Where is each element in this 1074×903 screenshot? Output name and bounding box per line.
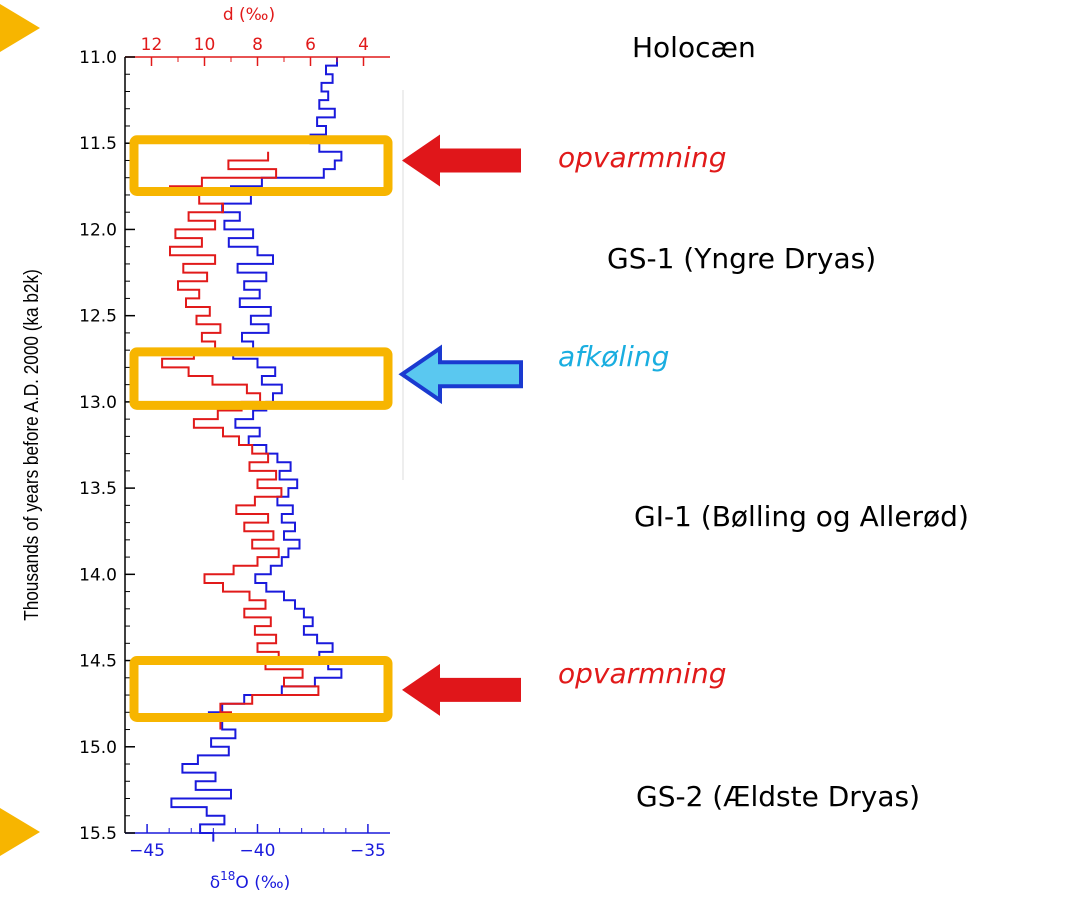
- bottom-axis-label-sup: 18: [220, 869, 235, 883]
- highlight-box: [129, 656, 393, 722]
- y-tick-label: 13.5: [79, 479, 117, 499]
- highlight-box: [129, 135, 393, 197]
- event-cooling: afkøling: [558, 340, 669, 373]
- d18o-line: [170, 57, 343, 842]
- y-axis-label: Thousands of years before A.D. 2000 (ka …: [20, 269, 43, 621]
- plot-area: [161, 57, 343, 842]
- period-gi1: GI-1 (Bølling og Allerød): [634, 500, 969, 533]
- y-tick-label: 12.5: [79, 307, 117, 327]
- warming-arrow-icon: [402, 134, 521, 187]
- y-tick-label: 15.0: [79, 738, 117, 758]
- highlight-boxes: [129, 135, 393, 722]
- y-tick-label: 12.0: [79, 220, 117, 240]
- top-tick-label: 10: [194, 35, 216, 55]
- bottom-axis-label: δ18O (‰): [210, 869, 291, 893]
- period-gs2: GS-2 (Ældste Dryas): [636, 780, 920, 813]
- top-tick-label: 12: [141, 35, 163, 55]
- top-pointer-icon: [0, 4, 40, 52]
- arrows: [398, 134, 523, 716]
- top-tick-label: 8: [252, 35, 263, 55]
- bottom-axis-label-rest: O (‰): [235, 873, 290, 893]
- deuterium-excess-line: [161, 151, 320, 730]
- y-tick-label: 11.0: [79, 48, 117, 68]
- top-axis-label: d (‰): [223, 5, 275, 25]
- d18o-series: [170, 57, 343, 842]
- cooling-arrow-icon: [398, 344, 523, 405]
- period-gs1: GS-1 (Yngre Dryas): [607, 242, 876, 275]
- period-holocene: Holocæn: [632, 31, 756, 64]
- bottom-tick-label: −45: [129, 841, 165, 861]
- highlight-box: [129, 347, 393, 410]
- y-tick-label: 14.0: [79, 565, 117, 585]
- bottom-pointer-icon: [0, 808, 40, 856]
- bottom-tick-label: −35: [350, 841, 386, 861]
- deuterium-excess-series: [161, 151, 320, 730]
- top-tick-label: 4: [358, 35, 369, 55]
- y-tick-label: 15.5: [79, 824, 117, 844]
- y-tick-label: 14.5: [79, 652, 117, 672]
- warming-arrow-icon: [402, 663, 521, 716]
- top-tick-label: 6: [305, 35, 316, 55]
- axes: 11.0 11.5 12.0 12.5 13.0 13.5 14.0 14.5 15.0 15.5…: [79, 35, 404, 861]
- bottom-tick-label: −40: [240, 841, 276, 861]
- y-tick-label: 13.0: [79, 393, 117, 413]
- event-warming-1: opvarmning: [558, 141, 726, 174]
- bottom-axis-label-main: δ: [210, 873, 220, 893]
- event-warming-2: opvarmning: [558, 657, 726, 690]
- y-tick-label: 11.5: [79, 134, 117, 154]
